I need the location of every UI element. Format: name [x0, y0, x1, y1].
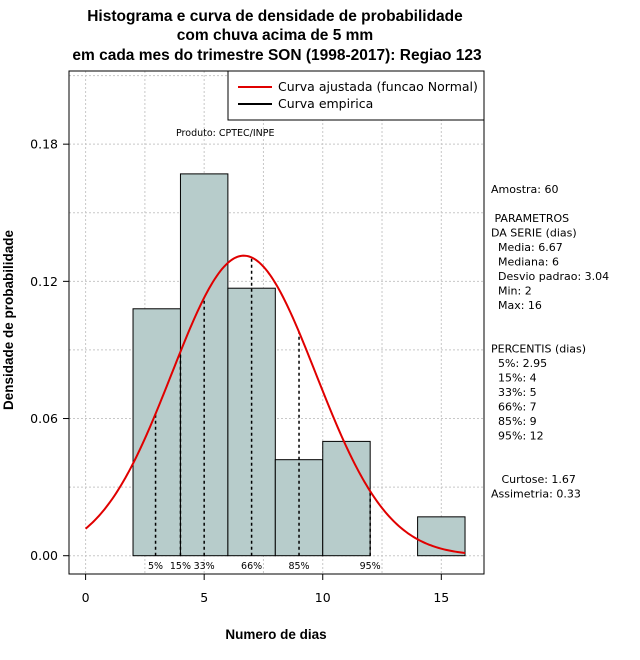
normal-curve-line — [84, 254, 466, 555]
product-annotation: Produto: CPTEC/INPE — [176, 128, 275, 139]
percentile-label: 66% — [241, 561, 262, 572]
y-tick-label: 0.12 — [30, 274, 58, 289]
statistics-line: Assimetria: 0.33 — [491, 488, 581, 501]
statistics-line: PARAMETROS — [491, 212, 569, 225]
statistics-line: DA SERIE (dias) — [491, 227, 577, 240]
statistics-line: 66%: 7 — [491, 401, 537, 414]
percentile-label: 5% — [148, 561, 163, 572]
statistics-line: Mediana: 6 — [491, 256, 559, 269]
histogram-bar — [132, 308, 181, 557]
statistics-text: Amostra: 60 PARAMETROS DA SERIE (dias) Me… — [491, 183, 609, 501]
percentile-label: 95% — [360, 561, 381, 572]
histogram-bars — [132, 173, 466, 557]
x-axis: 0 5 10 15 — [82, 573, 449, 605]
legend-label-normal-curve: Curva ajustada (funcao Normal) — [278, 79, 478, 94]
statistics-line: 95%: 12 — [491, 430, 544, 443]
y-axis: 0.00 0.06 0.12 0.18 — [30, 137, 70, 563]
legend-box — [227, 70, 485, 121]
percentile-lines: 5% 15% 33% 66% 85% 95% — [148, 257, 381, 572]
statistics-line: Curtose: 1.67 — [491, 473, 576, 486]
x-tick-label: 5 — [200, 590, 208, 605]
title-line-2: com chuva acima de 5 mm — [177, 27, 373, 44]
y-tick-label: 0.06 — [30, 411, 58, 426]
y-tick-label: 0.00 — [30, 548, 58, 563]
statistics-line: 33%: 5 — [491, 386, 537, 399]
statistics-line: Max: 16 — [491, 299, 542, 312]
percentile-label: 15% — [170, 561, 191, 572]
x-tick-label: 0 — [82, 590, 90, 605]
histogram-bar — [179, 173, 229, 557]
statistics-line: PERCENTIS (dias) — [491, 343, 586, 356]
statistics-panel: Amostra: 60 PARAMETROS DA SERIE (dias) Me… — [491, 183, 609, 501]
statistics-line: Desvio padrao: 3.04 — [491, 270, 609, 283]
x-axis-label: Numero de dias — [225, 627, 326, 642]
statistics-line: Media: 6.67 — [491, 241, 563, 254]
statistics-line: 15%: 4 — [491, 372, 537, 385]
x-tick-label: 10 — [315, 590, 331, 605]
title-line-3: em cada mes do trimestre SON (1998-2017)… — [72, 47, 482, 64]
percentile-label: 33% — [194, 561, 215, 572]
legend-label-empirical-curve: Curva empirica — [278, 96, 373, 111]
x-tick-label: 15 — [433, 590, 449, 605]
statistics-line: 5%: 2.95 — [491, 357, 547, 370]
histogram-bar — [322, 440, 371, 557]
histogram-bar — [417, 516, 466, 557]
legend: Curva ajustada (funcao Normal) Curva emp… — [227, 70, 485, 121]
y-tick-label: 0.18 — [30, 137, 58, 152]
statistics-line: Min: 2 — [491, 285, 532, 298]
title-line-1: Histograma e curva de densidade de proba… — [87, 8, 463, 25]
statistics-line: Amostra: 60 — [491, 183, 558, 196]
chart-title: Histograma e curva de densidade de proba… — [72, 8, 482, 64]
percentile-label: 85% — [288, 561, 309, 572]
statistics-line: 85%: 9 — [491, 415, 537, 428]
normal-curve — [84, 254, 466, 555]
y-axis-label: Densidade de probabilidade — [1, 229, 16, 410]
